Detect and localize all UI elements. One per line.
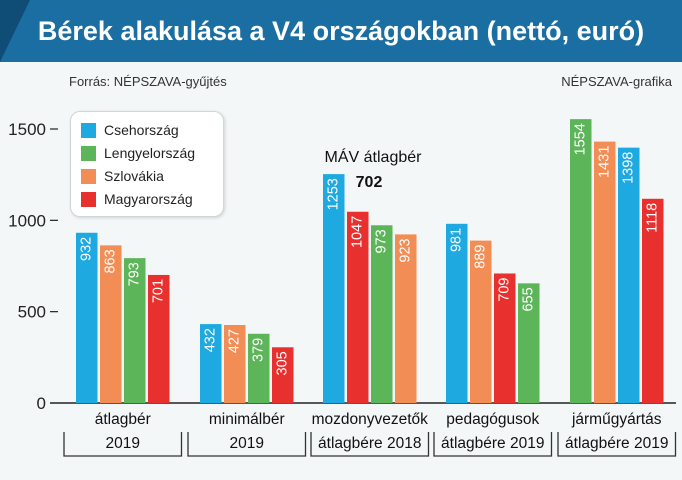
bar [470,240,492,403]
category-label: átlagbére 2018 [318,435,421,452]
bar-value-label: 432 [203,328,219,352]
bar-value-label: 305 [275,351,291,375]
bar-value-label: 863 [103,249,119,273]
bar [323,174,345,403]
y-tick-label: 0 [37,394,46,413]
bar [347,211,369,403]
bar-value-label: 1253 [326,178,342,210]
legend-item: Szlovákia [81,166,164,186]
bar-value-label: 1431 [597,146,613,178]
legend-item: Magyarország [81,189,193,209]
legend-swatch [81,122,96,138]
bar [518,283,540,403]
bar-value-label: 1118 [645,203,661,233]
category-bracket [557,432,677,457]
category-label: járműgyártás [571,411,662,428]
header-corner [0,0,30,62]
legend-label: Csehország [104,122,179,138]
bar-value-label: 1554 [573,123,589,155]
bar [148,274,170,403]
legend-swatch [81,168,96,184]
bar [124,258,146,403]
bar [594,141,616,403]
bar [618,147,640,403]
legend-label: Magyarország [104,191,193,207]
bar-value-label: 655 [521,287,537,311]
category-label: átlagbére 2019 [441,435,544,452]
legend-swatch [81,191,96,207]
header-banner: Bérek alakulása a V4 országokban (nettó,… [0,0,682,62]
category-label: pedagógusok [446,411,539,428]
bar [248,333,270,403]
bar-value-label: 923 [398,238,414,262]
category-bracket [433,432,553,457]
bar [642,198,664,403]
bar [494,273,516,403]
category-bracket [187,432,307,457]
bar-value-label: 1047 [350,216,366,248]
bar [272,347,294,403]
legend-item: Csehország [81,120,179,140]
bar [570,119,592,404]
credit-text: NÉPSZAVA-grafika [561,74,672,89]
bar-value-label: 981 [449,228,465,252]
bar-value-label: 379 [251,338,267,362]
category-bracket [63,432,183,457]
annotation-text: MÁV átlagbér [325,147,423,166]
y-tick-label: 500 [18,303,46,322]
category-label: mozdonyvezetők [312,411,429,428]
source-text: Forrás: NÉPSZAVA-gyűjtés [69,74,227,89]
bar-value-label: 793 [127,262,143,286]
bar-value-label: 427 [227,329,243,353]
category-label: 2019 [230,435,264,452]
legend: Csehország Lengyelország Szlovákia Magyaror… [70,111,224,217]
bar [200,324,222,403]
bar-value-label: 701 [151,279,167,303]
chart-title: Bérek alakulása a V4 országokban (nettó,… [37,16,645,46]
annotation-value: 702 [356,174,383,191]
legend-swatch [81,145,96,161]
bar-value-label: 889 [473,245,489,269]
y-tick-label: 1000 [8,211,46,230]
bar-value-label: 973 [374,229,390,253]
category-bracket [310,432,430,457]
bar [76,232,98,403]
legend-label: Szlovákia [104,168,164,184]
bar [100,245,122,403]
legend-label: Lengyelország [104,145,196,161]
category-label: 2019 [106,435,140,452]
legend-item: Lengyelország [81,143,195,163]
bar [371,225,393,403]
bar [224,325,246,403]
bar [395,234,417,403]
y-tick-label: 1500 [8,120,46,139]
category-label: átlagbére 2019 [565,435,668,452]
category-label: átlagbér [95,411,151,428]
category-label: minimálbér [209,411,285,428]
bar-value-label: 932 [79,237,95,261]
bar [446,223,468,403]
bar-value-label: 709 [497,277,513,301]
bar-value-label: 1398 [621,152,637,184]
